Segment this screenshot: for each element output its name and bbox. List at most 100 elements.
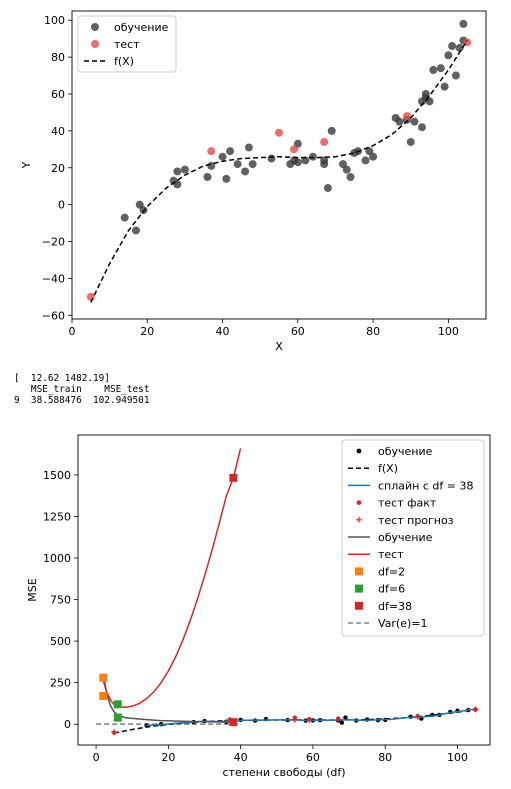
chart2-тест-line (102, 448, 242, 709)
chart2-обучение-point (202, 718, 207, 724)
chart2-legend-label: Var(e)=1 (378, 617, 428, 630)
chart2-df-6-marker (113, 700, 122, 709)
chart2-x-tick-label: 80 (378, 751, 392, 764)
chart1-обучение-point (244, 143, 253, 152)
chart1-y-tick-label: 60 (51, 88, 65, 101)
chart2-legend-label: сплайн с df = 38 (378, 479, 473, 492)
chart2-тест-прогноз-marker (306, 717, 313, 724)
chart1-обучение-point (301, 156, 310, 165)
chart1-legend-label: обучение (114, 21, 169, 34)
chart1-обучение-point (222, 174, 231, 183)
chart2-legend-label: обучение (378, 531, 433, 544)
chart1-обучение-point (131, 226, 140, 235)
chart1-y-tick-label: 20 (51, 162, 65, 175)
chart1-f-x-line (90, 40, 468, 303)
chart1-обучение-point (320, 156, 329, 165)
chart2-x-tick-label: 60 (306, 751, 320, 764)
chart2-обучение-point (382, 717, 388, 723)
chart2-тест-факт-point (307, 717, 312, 722)
chart2-обучение-point (310, 718, 316, 723)
chart2-обучение-point (285, 717, 290, 723)
chart1-legend-label: f(X) (114, 55, 134, 68)
chart2-обучение-point (263, 716, 269, 722)
scatter-chart: 0 20 40 60 80 100 −60 −40 −20 0 20 40 60 80 100 X Yобуче… (20, 10, 487, 353)
chart1-y-axis-label: Y (20, 161, 33, 169)
chart1-x-tick-label: 80 (366, 325, 380, 338)
chart1-legend-label: тест (114, 38, 140, 51)
chart2-тест-прогноз-marker (111, 729, 118, 736)
chart1-legend-swatch (91, 23, 99, 31)
chart2-обучение-point (144, 723, 149, 728)
chart2-обучение-point (466, 707, 471, 713)
chart2-обучение-point (437, 712, 442, 718)
console-table-header: MSE_train MSE_test (14, 384, 150, 395)
chart2-x-tick-label: 40 (234, 751, 248, 764)
chart1-тест-point (86, 292, 95, 301)
chart2-тест-факт-point (415, 714, 420, 719)
chart2-x-axis-label: степени свободы (df) (222, 766, 345, 779)
chart1-обучение-point (444, 51, 453, 60)
chart2-обучение-point (408, 714, 413, 719)
chart1-обучение-point (429, 66, 438, 75)
chart2-сплайн-с-df-38-line (146, 708, 476, 726)
chart1-обучение-point (241, 167, 250, 176)
chart1-y-tick-label: 80 (51, 51, 65, 64)
chart2-legend-label: df=2 (378, 565, 405, 578)
chart1-тест-point (207, 147, 216, 156)
chart1-x-tick-label: 20 (140, 325, 154, 338)
chart1-обучение-point (448, 42, 457, 51)
chart1-обучение-point (173, 167, 182, 176)
chart2-обучение-point (455, 708, 460, 713)
chart2-обучение-point (238, 717, 243, 723)
chart1-y-tick-label: −20 (42, 236, 65, 249)
chart2-обучение-point (223, 719, 229, 724)
chart2-y-axis-label: MSE (26, 578, 39, 601)
console-line-array: [ 12.62 1482.19] (14, 373, 110, 384)
chart1-обучение-point (440, 82, 449, 91)
chart2-y-tick-label: 1250 (43, 510, 71, 523)
chart2-y-tick-label: 750 (50, 594, 71, 607)
chart2-обучение-point (448, 709, 453, 715)
chart1-legend-swatch (91, 40, 99, 48)
chart1-обучение-point (323, 184, 332, 193)
chart1-обучение-point (451, 71, 460, 80)
chart1-обучение-point (346, 172, 355, 181)
chart2-legend-label: df=38 (378, 600, 412, 613)
chart2-y-tick-label: 0 (64, 718, 71, 731)
chart1-обучение-point (308, 152, 317, 161)
chart1-тест-point (320, 137, 329, 146)
chart2-x-tick-label: 0 (93, 751, 100, 764)
chart2-df-38-marker (229, 718, 238, 727)
chart2-обучение-point (354, 718, 359, 723)
chart1-обучение-point (120, 213, 129, 222)
chart1-plot-frame (71, 10, 487, 320)
chart2-обучение-point (158, 722, 164, 727)
chart1-обучение-point (248, 160, 257, 169)
chart2-обучение-point (303, 718, 308, 723)
chart2-legend-swatch (355, 584, 363, 593)
chart2-y-tick-label: 1000 (43, 552, 71, 565)
chart1-обучение-point (410, 117, 419, 126)
chart2-df-38-marker (229, 473, 238, 482)
chart1-обучение-point (369, 152, 378, 161)
chart1-обучение-point (455, 43, 464, 52)
chart2-обучение-point (343, 715, 348, 720)
chart2-обучение-point (336, 718, 341, 723)
chart2-обучение-point (339, 720, 345, 725)
chart2-plot-frame (77, 434, 491, 746)
chart1-обучение-point (418, 123, 427, 132)
chart2-df-2-marker (99, 691, 108, 700)
chart2-обучение-point (364, 717, 370, 722)
chart2-обучение-point (419, 716, 424, 721)
chart2-тест-факт-point (473, 707, 478, 712)
chart1-обучение-point (267, 154, 276, 163)
console-table-row: 9 38.588476 102.949501 (14, 395, 150, 406)
chart1-обучение-point (459, 19, 468, 28)
chart1-обучение-point (327, 126, 336, 135)
chart1-тест-point (402, 112, 411, 121)
chart2-legend-swatch (356, 448, 362, 454)
chart1-legend (77, 15, 177, 73)
chart2-тест-прогноз-marker (226, 717, 233, 724)
chart2-тест-факт-point (292, 715, 298, 720)
chart2-тест-прогноз-marker (291, 716, 298, 723)
